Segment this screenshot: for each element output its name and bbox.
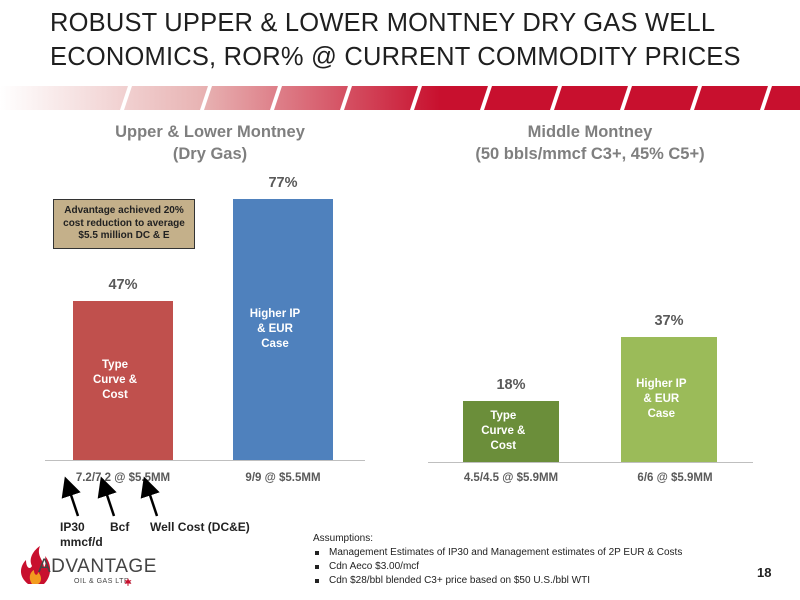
left-subtitle-line2: (Dry Gas) <box>172 145 248 163</box>
ip30-arrow-icon <box>61 476 81 517</box>
logo-wordmark: ADVANTAGE <box>38 556 157 577</box>
left-bar-1-value-label: 47% <box>108 276 138 293</box>
left-chart-axis <box>45 460 365 461</box>
left-bar-2-value-label: 77% <box>268 175 298 191</box>
left-bar-type-curve: Type Curve & Cost <box>73 300 173 460</box>
right-subtitle-line2: (50 bbls/mmcf C3+, 45% C5+) <box>475 145 705 163</box>
assumption-item: Management Estimates of IP30 and Managem… <box>313 546 682 560</box>
advantage-logo: ADVANTAGE OIL & GAS LTD. <box>14 540 174 592</box>
left-category-2: 9/9 @ $5.5MM <box>245 472 321 484</box>
red-banner-stripe <box>0 86 800 110</box>
right-bar-type-curve: Type Curve & Cost <box>463 400 559 462</box>
bcf-annotation: Bcf <box>110 520 130 534</box>
assumptions-block: Assumptions: Management Estimates of IP3… <box>313 532 682 588</box>
assumptions-list: Management Estimates of IP30 and Managem… <box>313 546 682 588</box>
well-cost-annotation: Well Cost (DC&E) <box>150 520 250 534</box>
right-bar-higher-ip: Higher IP & EUR Case <box>621 336 717 462</box>
left-bar-1-text-line1: Type <box>102 358 128 371</box>
right-bar-2-text-line1: Higher IP <box>636 377 687 390</box>
right-bar-1-text-line2: Curve & <box>481 424 526 437</box>
assumption-item: Cdn Aeco $3.00/mcf <box>313 560 682 574</box>
left-bar-2-text-line2: & EUR <box>257 323 293 335</box>
right-category-2: 6/6 @ $5.9MM <box>637 472 713 484</box>
right-bar-1-value-label: 18% <box>496 376 526 393</box>
assumptions-heading: Assumptions: <box>313 533 374 544</box>
ip30-annotation: IP30 mmcf/d <box>60 520 103 550</box>
cost-reduction-callout: Advantage achieved 20% cost reduction to… <box>53 199 195 249</box>
left-bar-higher-ip: Higher IP & EUR Case <box>233 199 333 460</box>
slide-title-line2: ECONOMICS, ROR% @ CURRENT COMMODITY PRIC… <box>50 43 741 71</box>
left-bar-2-text-line3: Case <box>261 338 289 350</box>
right-bar-2-text-line2: & EUR <box>643 392 680 405</box>
maple-leaf-icon <box>124 578 132 586</box>
left-chart-subtitle: Upper & Lower Montney (Dry Gas) <box>60 121 360 165</box>
right-chart-axis <box>428 462 753 463</box>
right-bar-1-text-line3: Cost <box>490 439 517 452</box>
assumption-item: Cdn $28/bbl blended C3+ price based on $… <box>313 574 682 588</box>
left-bar-2-text-line1: Higher IP <box>249 308 301 320</box>
ip30-unit-label: mmcf/d <box>60 535 103 549</box>
flame-logo-icon <box>21 546 51 584</box>
slide-title: ROBUST UPPER & LOWER MONTNEY DRY GAS WEL… <box>50 6 770 74</box>
page-number: 18 <box>757 565 772 580</box>
right-bar-1-text-line1: Type <box>490 409 517 422</box>
well-cost-arrow-icon <box>140 476 160 517</box>
bcf-arrow-icon <box>97 476 117 517</box>
left-bar-1-text-line2: Curve & <box>92 373 138 386</box>
left-subtitle-line1: Upper & Lower Montney <box>115 123 305 141</box>
right-subtitle-line1: Middle Montney <box>527 123 653 141</box>
right-chart-subtitle: Middle Montney (50 bbls/mmcf C3+, 45% C5… <box>430 121 750 165</box>
slide-title-line1: ROBUST UPPER & LOWER MONTNEY DRY GAS WEL… <box>50 9 716 37</box>
right-bar-2-value-label: 37% <box>654 312 684 329</box>
right-category-1: 4.5/4.5 @ $5.9MM <box>463 472 559 484</box>
logo-tagline: OIL & GAS LTD. <box>74 578 132 585</box>
ip30-label: IP30 <box>60 520 85 534</box>
left-bar-1-text-line3: Cost <box>102 388 128 401</box>
right-bar-2-text-line3: Case <box>647 407 676 420</box>
